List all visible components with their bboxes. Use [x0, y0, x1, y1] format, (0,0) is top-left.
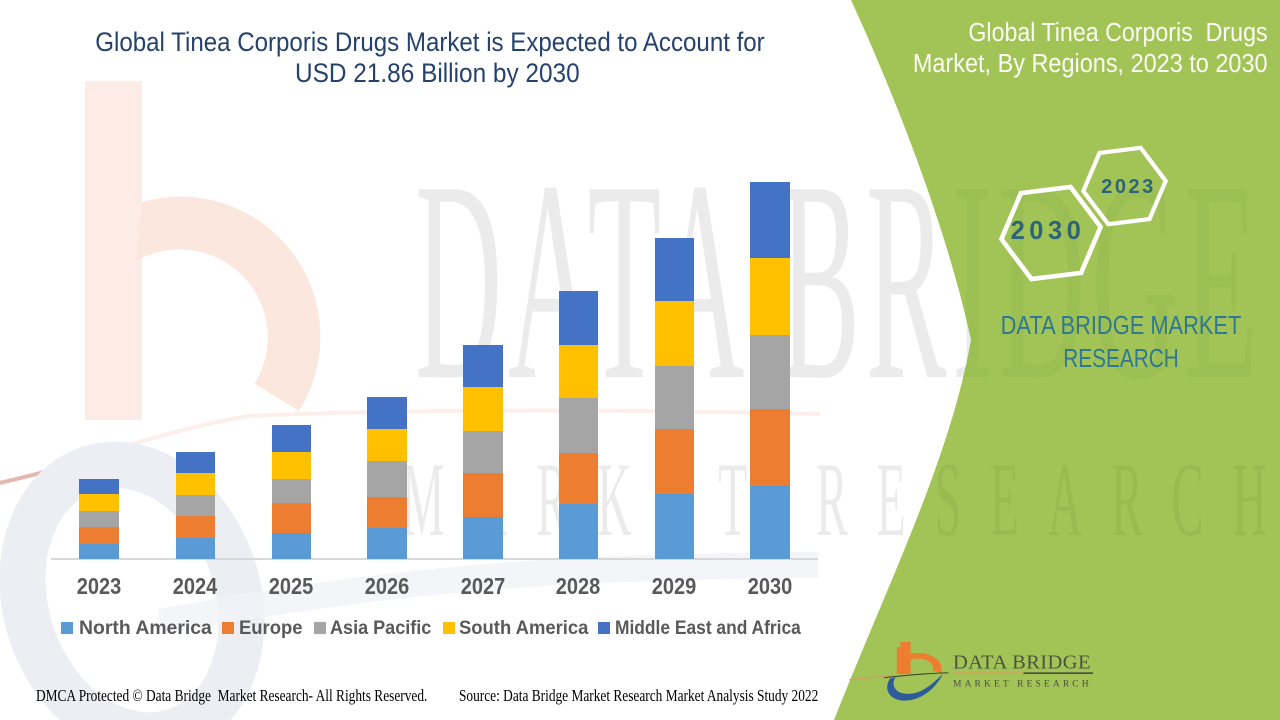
svg-text:DATA BRIDGE: DATA BRIDGE: [415, 121, 1264, 439]
svg-text:MARKET RESEARCH: MARKET RESEARCH: [953, 680, 1092, 690]
svg-text:DATA BRIDGE: DATA BRIDGE: [953, 652, 1092, 674]
svg-text:MARKET RESEARCH: MARKET RESEARCH: [402, 441, 1280, 558]
